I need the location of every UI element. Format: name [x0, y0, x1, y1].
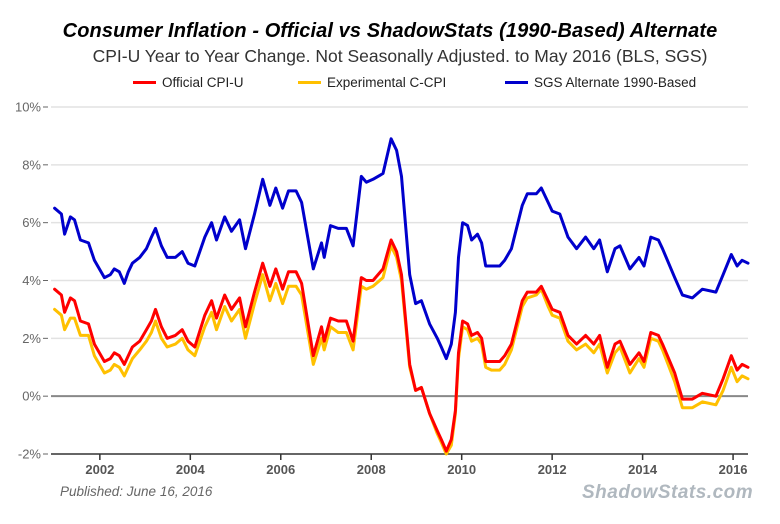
legend-swatch-sgs-alternate — [505, 81, 528, 84]
sgs-alternate-line — [53, 137, 750, 361]
x-tick-label: 2004 — [176, 462, 206, 477]
gridlines — [51, 106, 748, 398]
x-tick-label: 2016 — [719, 462, 748, 477]
x-tick-label: 2014 — [628, 462, 658, 477]
y-tick-label: 0% — [22, 389, 41, 404]
legend-swatch-official-cpi — [133, 81, 156, 84]
legend-swatch-experimental-ccpi — [298, 81, 321, 84]
y-tick-label: 10% — [15, 100, 41, 115]
x-tick-label: 2008 — [357, 462, 386, 477]
chart-subtitle: CPI-U Year to Year Change. Not Seasonall… — [92, 46, 708, 66]
y-tick-label: -2% — [18, 447, 42, 462]
y-tick-label: 6% — [22, 215, 41, 230]
x-tick-label: 2006 — [266, 462, 295, 477]
legend-label-sgs-alternate: SGS Alternate 1990-Based — [534, 75, 697, 90]
x-axis: 2002 2004 2006 2008 2010 2012 2014 2016 — [51, 453, 748, 477]
y-tick-label: 8% — [22, 157, 41, 172]
legend-item-official-cpi: Official CPI-U — [133, 75, 244, 90]
chart-title: Consumer Inflation - Official vs ShadowS… — [62, 20, 718, 42]
y-tick-label: 2% — [22, 331, 41, 346]
legend-item-sgs-alternate: SGS Alternate 1990-Based — [505, 75, 696, 90]
legend-item-experimental-ccpi: Experimental C-CPI — [298, 75, 446, 90]
x-tick-label: 2012 — [538, 462, 567, 477]
y-tick-label: 4% — [22, 273, 41, 288]
legend: Official CPI-U Experimental C-CPI SGS Al… — [0, 75, 780, 93]
y-axis: -2% 0% 2% 4% 6% 8% 10% — [15, 100, 48, 462]
legend-label-official-cpi: Official CPI-U — [162, 75, 244, 90]
official-cpi-line — [53, 238, 750, 453]
x-tick-label: 2010 — [447, 462, 476, 477]
x-tick-label: 2002 — [85, 462, 114, 477]
series-lines — [53, 137, 750, 456]
legend-label-experimental-ccpi: Experimental C-CPI — [327, 75, 447, 90]
brand-watermark: ShadowStats.com — [582, 482, 754, 503]
published-date: Published: June 16, 2016 — [60, 484, 213, 499]
